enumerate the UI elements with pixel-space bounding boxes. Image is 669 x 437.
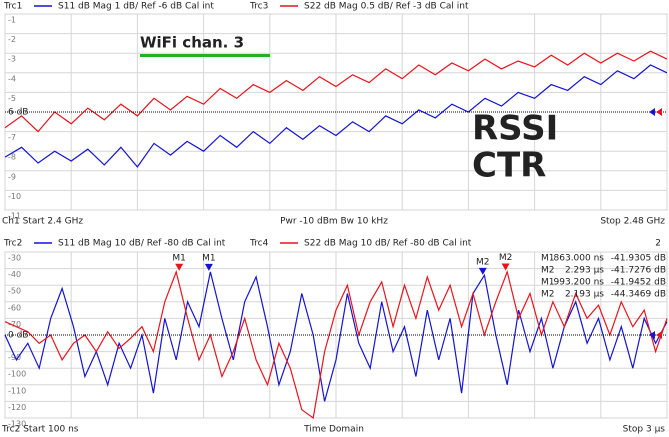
annotation: WiFi chan. 3 bbox=[140, 34, 244, 52]
marker-label: M1 bbox=[202, 253, 216, 263]
marker bbox=[478, 267, 487, 275]
y-tick-label: -10 bbox=[8, 192, 21, 201]
marker-table-x: 863.000 ns bbox=[554, 254, 605, 264]
y-tick-label: -30 bbox=[8, 254, 21, 263]
annotation: CTR bbox=[472, 146, 546, 186]
trace-info: S11 dB Mag 10 dB/ Ref -80 dB Cal int bbox=[58, 239, 226, 249]
trace-name: Trc2 bbox=[3, 239, 22, 249]
y-tick-label: -120 bbox=[8, 403, 26, 412]
marker-label: M1 bbox=[172, 253, 186, 263]
y-tick-label: -90 bbox=[8, 353, 21, 362]
marker-table-name: M2 bbox=[541, 266, 555, 276]
y-tick-label: -110 bbox=[8, 386, 26, 395]
footer-text: Trc2 Start 100 ns bbox=[1, 425, 79, 435]
reference-arrow bbox=[656, 108, 662, 116]
y-tick-label: -7 bbox=[8, 133, 16, 142]
trace-name: Trc3 bbox=[249, 2, 268, 12]
y-tick-label: -8 bbox=[8, 153, 16, 162]
y-tick-label: -3 bbox=[8, 55, 16, 64]
trace bbox=[4, 64, 668, 168]
marker-label: M2 bbox=[499, 253, 513, 263]
annotation-underline bbox=[140, 54, 270, 57]
y-tick-label: -40 bbox=[8, 270, 21, 279]
trace-info: S11 dB Mag 1 dB/ Ref -6 dB Cal int bbox=[58, 2, 214, 12]
y-tick-label: -50 bbox=[8, 287, 21, 296]
marker-table-y: -41.9452 dB bbox=[611, 278, 666, 288]
trace bbox=[4, 271, 668, 402]
footer-text: Stop 2.48 GHz bbox=[600, 217, 665, 227]
marker-table-y: -41.7276 dB bbox=[611, 266, 666, 276]
marker-table-name: M1 bbox=[541, 254, 555, 264]
footer-text: Stop 3 µs bbox=[623, 425, 666, 435]
reference-label: 6 dB bbox=[8, 108, 28, 118]
y-tick-label: -100 bbox=[8, 370, 26, 379]
reference-arrow bbox=[649, 331, 655, 339]
y-tick-label: -1 bbox=[8, 16, 16, 25]
annotation: RSSI bbox=[472, 109, 558, 149]
reference-arrow bbox=[656, 331, 662, 339]
marker bbox=[501, 263, 510, 271]
footer-text: Time Domain bbox=[303, 425, 364, 435]
footer-text: Pwr -10 dBm Bw 10 kHz bbox=[280, 217, 388, 227]
y-tick-label: -4 bbox=[8, 74, 16, 83]
reference-label: 0 dB bbox=[8, 331, 28, 341]
reference-arrow bbox=[649, 108, 655, 116]
marker-table-y: -44.3469 dB bbox=[611, 290, 666, 300]
marker-table-name: M1 bbox=[541, 278, 555, 288]
y-tick-label: -70 bbox=[8, 320, 21, 329]
trace-name: Trc1 bbox=[3, 2, 22, 12]
footer-text: Ch1 Start 2.4 GHz bbox=[2, 217, 83, 227]
trace-name: Trc4 bbox=[249, 239, 269, 249]
trace-info: S22 dB Mag 10 dB/ Ref -80 dB Cal int bbox=[304, 239, 472, 249]
marker-table-x: 2.293 µs bbox=[565, 266, 604, 276]
y-tick-label: -5 bbox=[8, 94, 16, 103]
trace-info: S22 dB Mag 0.5 dB/ Ref -3 dB Cal int bbox=[304, 2, 469, 12]
marker-table-name: M2 bbox=[541, 290, 555, 300]
marker-table-x: 2.193 µs bbox=[565, 290, 604, 300]
marker-table-y: -41.9305 dB bbox=[611, 254, 666, 264]
trace bbox=[4, 269, 668, 420]
marker-label: M2 bbox=[476, 257, 490, 267]
y-tick-label: -9 bbox=[8, 172, 16, 181]
y-tick-label: -60 bbox=[8, 303, 21, 312]
trace bbox=[4, 50, 668, 133]
channel-number: 2 bbox=[655, 239, 661, 249]
y-tick-label: -11 bbox=[8, 212, 21, 221]
marker bbox=[204, 263, 213, 271]
marker-table-x: 993.200 ns bbox=[554, 278, 605, 288]
y-tick-label: -2 bbox=[8, 35, 16, 44]
y-tick-label: -130 bbox=[8, 420, 26, 429]
marker bbox=[175, 263, 184, 271]
